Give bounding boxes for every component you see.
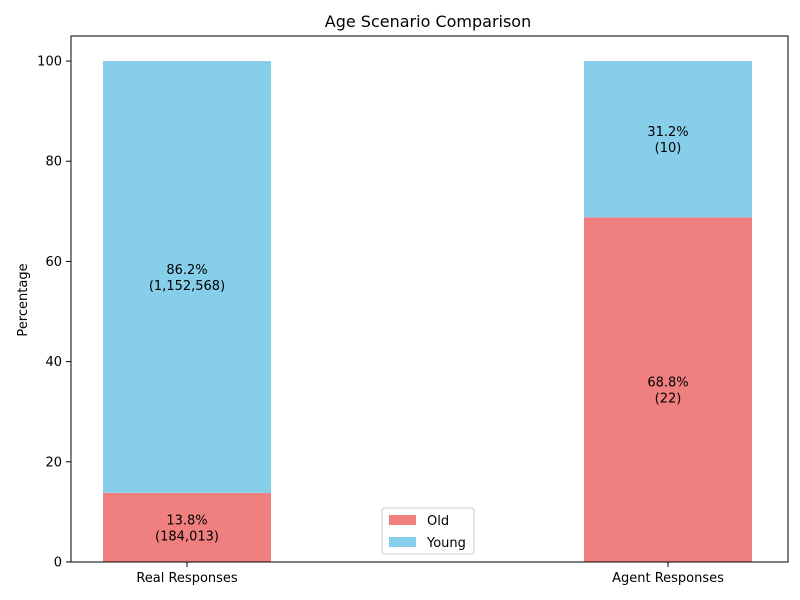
bar-labels-group: 13.8% (184,013) 86.2% (1,152,568) 68.8% (22) 3… bbox=[149, 125, 689, 544]
chart-title: Age Scenario Comparison bbox=[325, 12, 531, 31]
bar-value-label: 13.8% (184,013) bbox=[155, 513, 219, 544]
bar-value-label: 31.2% (10) bbox=[647, 125, 688, 156]
x-tick-label: Real Responses bbox=[136, 571, 238, 586]
x-tick-label: Agent Responses bbox=[612, 571, 724, 586]
legend-swatch-young bbox=[389, 537, 416, 547]
y-tick-label: 0 bbox=[54, 556, 62, 571]
legend-label-young: Young bbox=[426, 536, 466, 551]
legend-swatch-old bbox=[389, 515, 416, 525]
y-tick-label: 80 bbox=[45, 155, 62, 170]
bar-value-label: 68.8% (22) bbox=[647, 376, 688, 407]
legend-label-old: Old bbox=[427, 514, 449, 529]
x-axis: Real Responses Agent Responses bbox=[136, 562, 724, 586]
bar-old-1 bbox=[103, 492, 271, 562]
bar-old-2 bbox=[584, 217, 752, 562]
y-tick-label: 20 bbox=[45, 455, 62, 470]
y-axis-title: Percentage bbox=[16, 263, 31, 336]
y-tick-label: 40 bbox=[45, 355, 62, 370]
bar-value-label: 86.2% (1,152,568) bbox=[149, 263, 225, 294]
y-tick-label: 100 bbox=[37, 55, 62, 70]
bar-young-1 bbox=[103, 61, 271, 493]
plot-frame bbox=[70, 35, 789, 563]
bars-group bbox=[103, 61, 752, 562]
y-tick-label: 60 bbox=[45, 255, 62, 270]
bar-young-2 bbox=[584, 61, 752, 218]
legend: Old Young bbox=[381, 507, 475, 555]
y-axis: 0 20 40 60 80 100 bbox=[37, 55, 71, 571]
